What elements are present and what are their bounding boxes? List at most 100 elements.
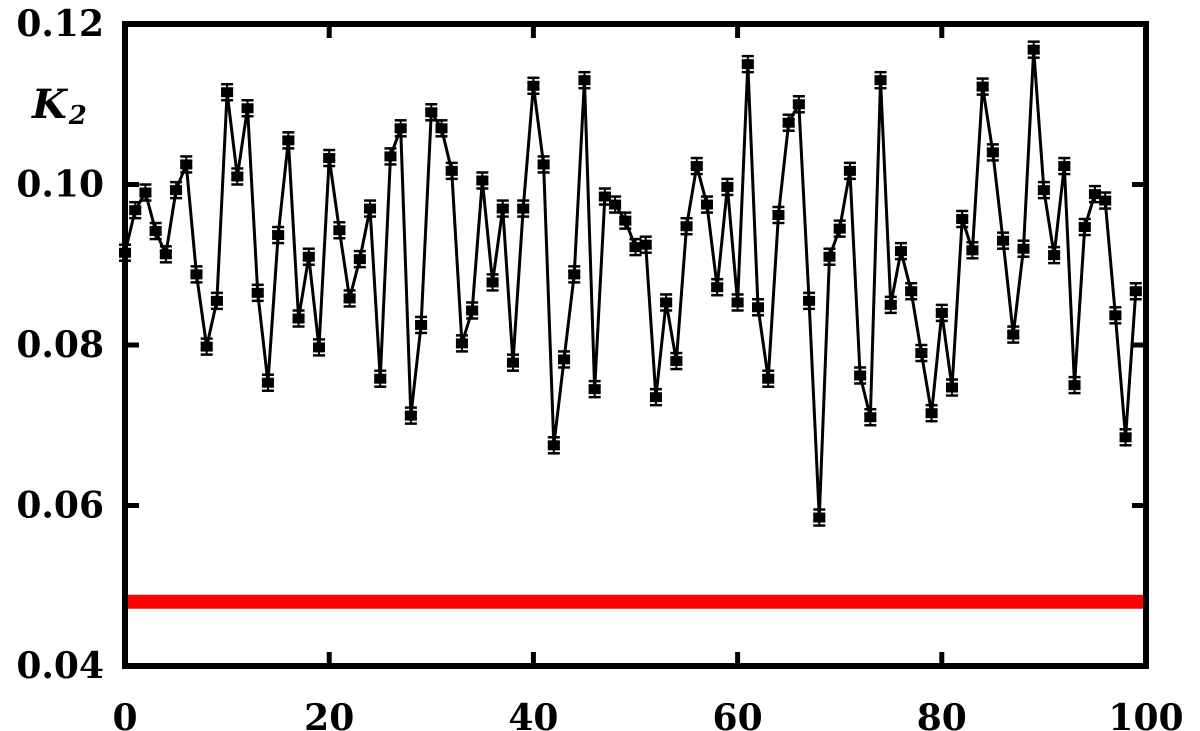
data-point — [384, 151, 397, 162]
data-point — [343, 293, 356, 304]
data-point — [547, 440, 560, 451]
data-point — [1048, 250, 1061, 261]
data-point — [966, 245, 979, 256]
data-point — [210, 295, 223, 306]
data-point — [905, 286, 918, 297]
data-point — [833, 223, 846, 234]
data-point — [925, 408, 938, 419]
data-point — [946, 382, 959, 393]
data-point — [425, 107, 438, 118]
y-axis-label-main: K — [31, 81, 69, 128]
data-point — [721, 181, 734, 192]
data-point — [823, 251, 836, 262]
data-point — [435, 123, 448, 134]
data-point — [1068, 380, 1081, 391]
axis-labels: 0 20 40 60 80 100 0.04 0.06 0.08 0.10 0.12 — [16, 3, 1183, 731]
data-point — [629, 242, 642, 253]
data-point — [323, 153, 336, 164]
data-point — [741, 59, 754, 70]
data-point — [1027, 44, 1040, 55]
data-point — [170, 185, 183, 196]
data-point — [159, 249, 172, 260]
data-point — [578, 75, 591, 86]
data-point — [261, 377, 274, 388]
data-point — [976, 81, 989, 92]
y-tick-label: 0.04 — [16, 645, 104, 687]
data-point — [915, 348, 928, 359]
data-point — [333, 225, 346, 236]
data-point — [445, 165, 458, 176]
data-point — [302, 251, 315, 262]
data-point — [139, 187, 152, 198]
data-point — [558, 354, 571, 365]
data-point — [680, 221, 693, 232]
axis-ticks — [122, 21, 1149, 669]
plot-border — [122, 21, 1149, 669]
data-point — [792, 99, 805, 110]
y-tick-label: 0.12 — [16, 3, 104, 45]
y-tick-label: 0.10 — [16, 164, 104, 206]
data-point — [1017, 243, 1030, 254]
data-point — [190, 269, 203, 280]
data-point — [752, 302, 765, 313]
data-point — [813, 512, 826, 523]
data-point — [997, 235, 1010, 246]
data-point — [874, 75, 887, 86]
data-point — [1109, 310, 1122, 321]
data-point — [517, 203, 530, 214]
data-point — [762, 373, 775, 384]
data-point — [670, 356, 683, 367]
x-tick-label: 60 — [713, 697, 763, 731]
data-point — [935, 307, 948, 318]
data-point — [251, 287, 264, 298]
data-point — [649, 392, 662, 403]
data-point — [1078, 222, 1091, 233]
data-point — [486, 277, 499, 288]
data-point — [731, 297, 744, 308]
data-point — [527, 80, 540, 91]
plot-frame — [122, 21, 1149, 669]
x-tick-label: 0 — [112, 697, 137, 731]
data-point — [200, 341, 213, 352]
y-tick-label: 0.06 — [16, 485, 104, 527]
x-tick-label: 100 — [1108, 697, 1183, 731]
data-point — [588, 384, 601, 395]
data-point — [782, 117, 795, 128]
series-line — [123, 48, 1138, 520]
data-point — [312, 342, 325, 353]
y-axis-label-subscript: 2 — [68, 101, 87, 131]
data-point — [466, 305, 479, 316]
data-point — [455, 338, 468, 349]
series-layer — [119, 44, 1142, 523]
data-point — [660, 297, 673, 308]
data-point — [711, 282, 724, 293]
data-point — [1119, 432, 1132, 443]
data-point — [506, 357, 519, 368]
data-point — [884, 299, 897, 310]
data-point — [639, 239, 652, 250]
data-point — [1007, 329, 1020, 340]
data-point — [374, 373, 387, 384]
data-point — [690, 161, 703, 172]
data-point — [415, 319, 428, 330]
data-point — [537, 159, 550, 170]
data-point — [598, 191, 611, 202]
data-point — [986, 147, 999, 158]
data-point — [180, 159, 193, 170]
data-point — [1088, 189, 1101, 200]
data-point — [282, 135, 295, 146]
data-point — [700, 199, 713, 210]
data-point — [231, 171, 244, 182]
data-point — [394, 123, 407, 134]
data-point — [149, 226, 162, 237]
data-point — [1129, 286, 1142, 297]
data-point — [241, 103, 254, 114]
data-point — [956, 214, 969, 225]
data-point — [353, 254, 366, 265]
y-tick-label: 0.08 — [16, 324, 104, 366]
data-point — [496, 203, 509, 214]
y-axis-label: K2 — [31, 81, 87, 131]
data-point — [221, 87, 234, 98]
data-point — [272, 230, 285, 241]
